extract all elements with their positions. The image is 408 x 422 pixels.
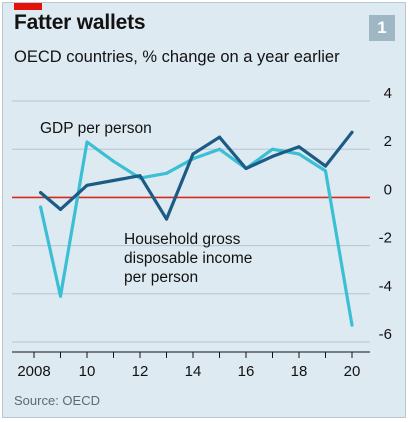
chart-subtitle: OECD countries, % change on a year earli… [14,48,340,66]
x-tick-label-1: 10 [79,363,96,380]
series-annotation-1: Household gross disposable income per pers… [124,231,252,286]
chart-panel: Fatter wallets OECD countries, % change … [2,2,406,418]
data-point-s0-4 [138,174,142,178]
data-point-s1-3 [112,159,115,163]
data-point-s0-3 [112,179,115,183]
y-tick-label-2: 0 [384,181,392,198]
annotation-line-1-0: Household gross [124,231,241,248]
data-point-s1-11 [324,169,327,173]
data-point-s1-10 [297,152,301,156]
y-tick-label-0: 4 [384,85,392,102]
annotation-line-0-0: GDP per person [40,120,152,137]
data-point-s1-9 [271,147,274,151]
annotation-line-1-2: per person [124,269,198,286]
data-point-s0-12 [350,130,354,134]
y-tick-label-5: -6 [379,326,392,343]
y-tick-label-1: 2 [384,133,392,150]
data-point-s0-6 [191,152,195,156]
data-point-s0-7 [218,135,221,139]
x-tick-label-0: 2008 [17,363,50,380]
data-point-s1-2 [85,140,89,144]
x-tick-label-6: 20 [344,363,361,380]
data-point-s0-10 [297,145,301,149]
y-tick-label-3: -2 [379,230,392,247]
series-annotation-0: GDP per person [40,120,152,137]
data-point-s0-2 [85,183,89,187]
chart-title: Fatter wallets [14,11,146,34]
x-tick-label-2: 12 [132,363,149,380]
data-point-s1-7 [218,147,221,151]
data-point-s1-1 [59,294,62,298]
data-point-s1-5 [165,171,168,175]
data-point-s1-12 [350,323,354,327]
x-tick-label-3: 14 [185,363,202,380]
source-note: Source: OECD [14,393,100,408]
data-point-s0-8 [244,166,248,170]
data-point-s0-0 [39,191,43,195]
chart-number-badge: 1 [369,15,395,41]
x-tick-label-5: 18 [291,363,308,380]
data-point-s0-5 [165,217,168,221]
data-point-s0-9 [271,154,274,158]
y-tick-label-4: -4 [379,278,392,295]
accent-bar [14,3,42,10]
data-point-s0-11 [324,164,327,168]
data-point-s0-1 [59,207,62,211]
data-point-s1-0 [39,205,43,209]
annotation-line-1-1: disposable income [124,250,252,267]
x-tick-label-4: 16 [238,363,255,380]
